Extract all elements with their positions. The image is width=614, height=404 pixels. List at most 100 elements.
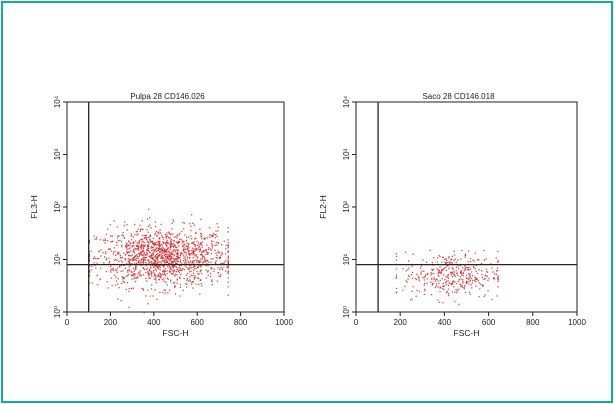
data-point	[437, 274, 439, 276]
data-point	[213, 268, 215, 270]
data-point	[173, 239, 175, 242]
data-point	[165, 243, 167, 245]
data-point	[448, 261, 451, 263]
data-point	[214, 261, 217, 264]
data-point	[202, 255, 205, 257]
data-point	[420, 265, 423, 267]
data-point	[167, 266, 169, 268]
data-point	[104, 256, 106, 258]
data-point	[471, 287, 473, 289]
data-point	[221, 269, 224, 271]
data-point	[208, 227, 211, 229]
data-point	[213, 270, 215, 273]
data-point	[189, 252, 191, 255]
data-point	[158, 231, 160, 233]
data-point	[175, 258, 177, 260]
data-point	[497, 276, 499, 278]
data-point	[153, 266, 155, 269]
data-point	[156, 267, 158, 269]
data-point	[215, 241, 218, 243]
data-point	[198, 248, 200, 251]
data-point	[172, 233, 174, 235]
data-point	[180, 252, 182, 254]
data-point	[448, 282, 450, 284]
chart-title: Pulpa 28 CD146.026	[130, 92, 205, 101]
data-point	[149, 273, 151, 275]
data-point	[147, 248, 149, 250]
data-point	[227, 281, 229, 283]
data-point	[447, 288, 450, 290]
data-point	[192, 250, 194, 252]
data-point	[190, 261, 192, 263]
data-point	[166, 257, 168, 259]
data-point	[143, 253, 145, 255]
data-point	[495, 257, 497, 259]
data-point	[468, 250, 470, 252]
data-point	[155, 250, 157, 253]
data-point	[451, 276, 454, 278]
data-point	[132, 274, 134, 277]
data-point	[167, 236, 170, 238]
data-point	[212, 240, 214, 243]
data-point	[227, 261, 229, 264]
data-point	[133, 248, 135, 250]
data-point	[128, 306, 130, 308]
data-point	[158, 251, 161, 253]
data-point	[450, 283, 453, 286]
data-point	[446, 280, 448, 282]
data-point	[207, 248, 210, 251]
data-point	[136, 255, 138, 258]
data-point	[469, 293, 471, 295]
data-point	[189, 254, 191, 256]
data-point	[482, 284, 484, 286]
data-point	[179, 259, 182, 261]
data-point	[160, 253, 162, 255]
data-point	[137, 260, 139, 262]
data-point	[118, 252, 120, 254]
data-point	[131, 246, 134, 248]
data-point	[147, 271, 149, 273]
data-point	[452, 268, 454, 271]
data-point	[161, 234, 163, 237]
data-point	[196, 248, 198, 250]
data-point	[149, 235, 151, 237]
data-point	[395, 291, 398, 293]
data-point	[436, 261, 438, 263]
data-point	[167, 241, 169, 244]
data-point	[395, 268, 398, 270]
data-point	[493, 276, 495, 279]
data-point	[197, 273, 199, 275]
data-point	[454, 254, 456, 256]
data-point	[182, 249, 184, 251]
data-point	[116, 253, 119, 255]
data-point	[117, 240, 119, 242]
data-point	[174, 285, 176, 287]
data-point	[187, 267, 190, 270]
data-point	[134, 255, 136, 258]
data-point	[169, 260, 171, 262]
data-point	[155, 265, 157, 267]
data-point	[130, 235, 132, 237]
data-point	[105, 259, 108, 261]
data-point	[145, 238, 148, 241]
data-point	[141, 228, 143, 230]
data-point	[134, 247, 136, 250]
data-point	[464, 268, 466, 270]
data-point	[192, 281, 194, 283]
data-point	[169, 247, 171, 249]
data-point	[137, 257, 139, 259]
data-point	[160, 277, 162, 279]
data-point	[189, 256, 191, 259]
data-point	[487, 290, 489, 292]
data-point	[188, 236, 190, 238]
data-point	[198, 245, 200, 247]
data-point	[472, 259, 474, 261]
data-point	[130, 270, 132, 273]
data-point	[166, 232, 168, 234]
data-point	[478, 296, 480, 298]
data-point	[447, 277, 450, 280]
data-point	[155, 241, 157, 243]
data-point	[173, 257, 175, 260]
data-point	[154, 274, 156, 276]
data-point	[174, 260, 176, 262]
